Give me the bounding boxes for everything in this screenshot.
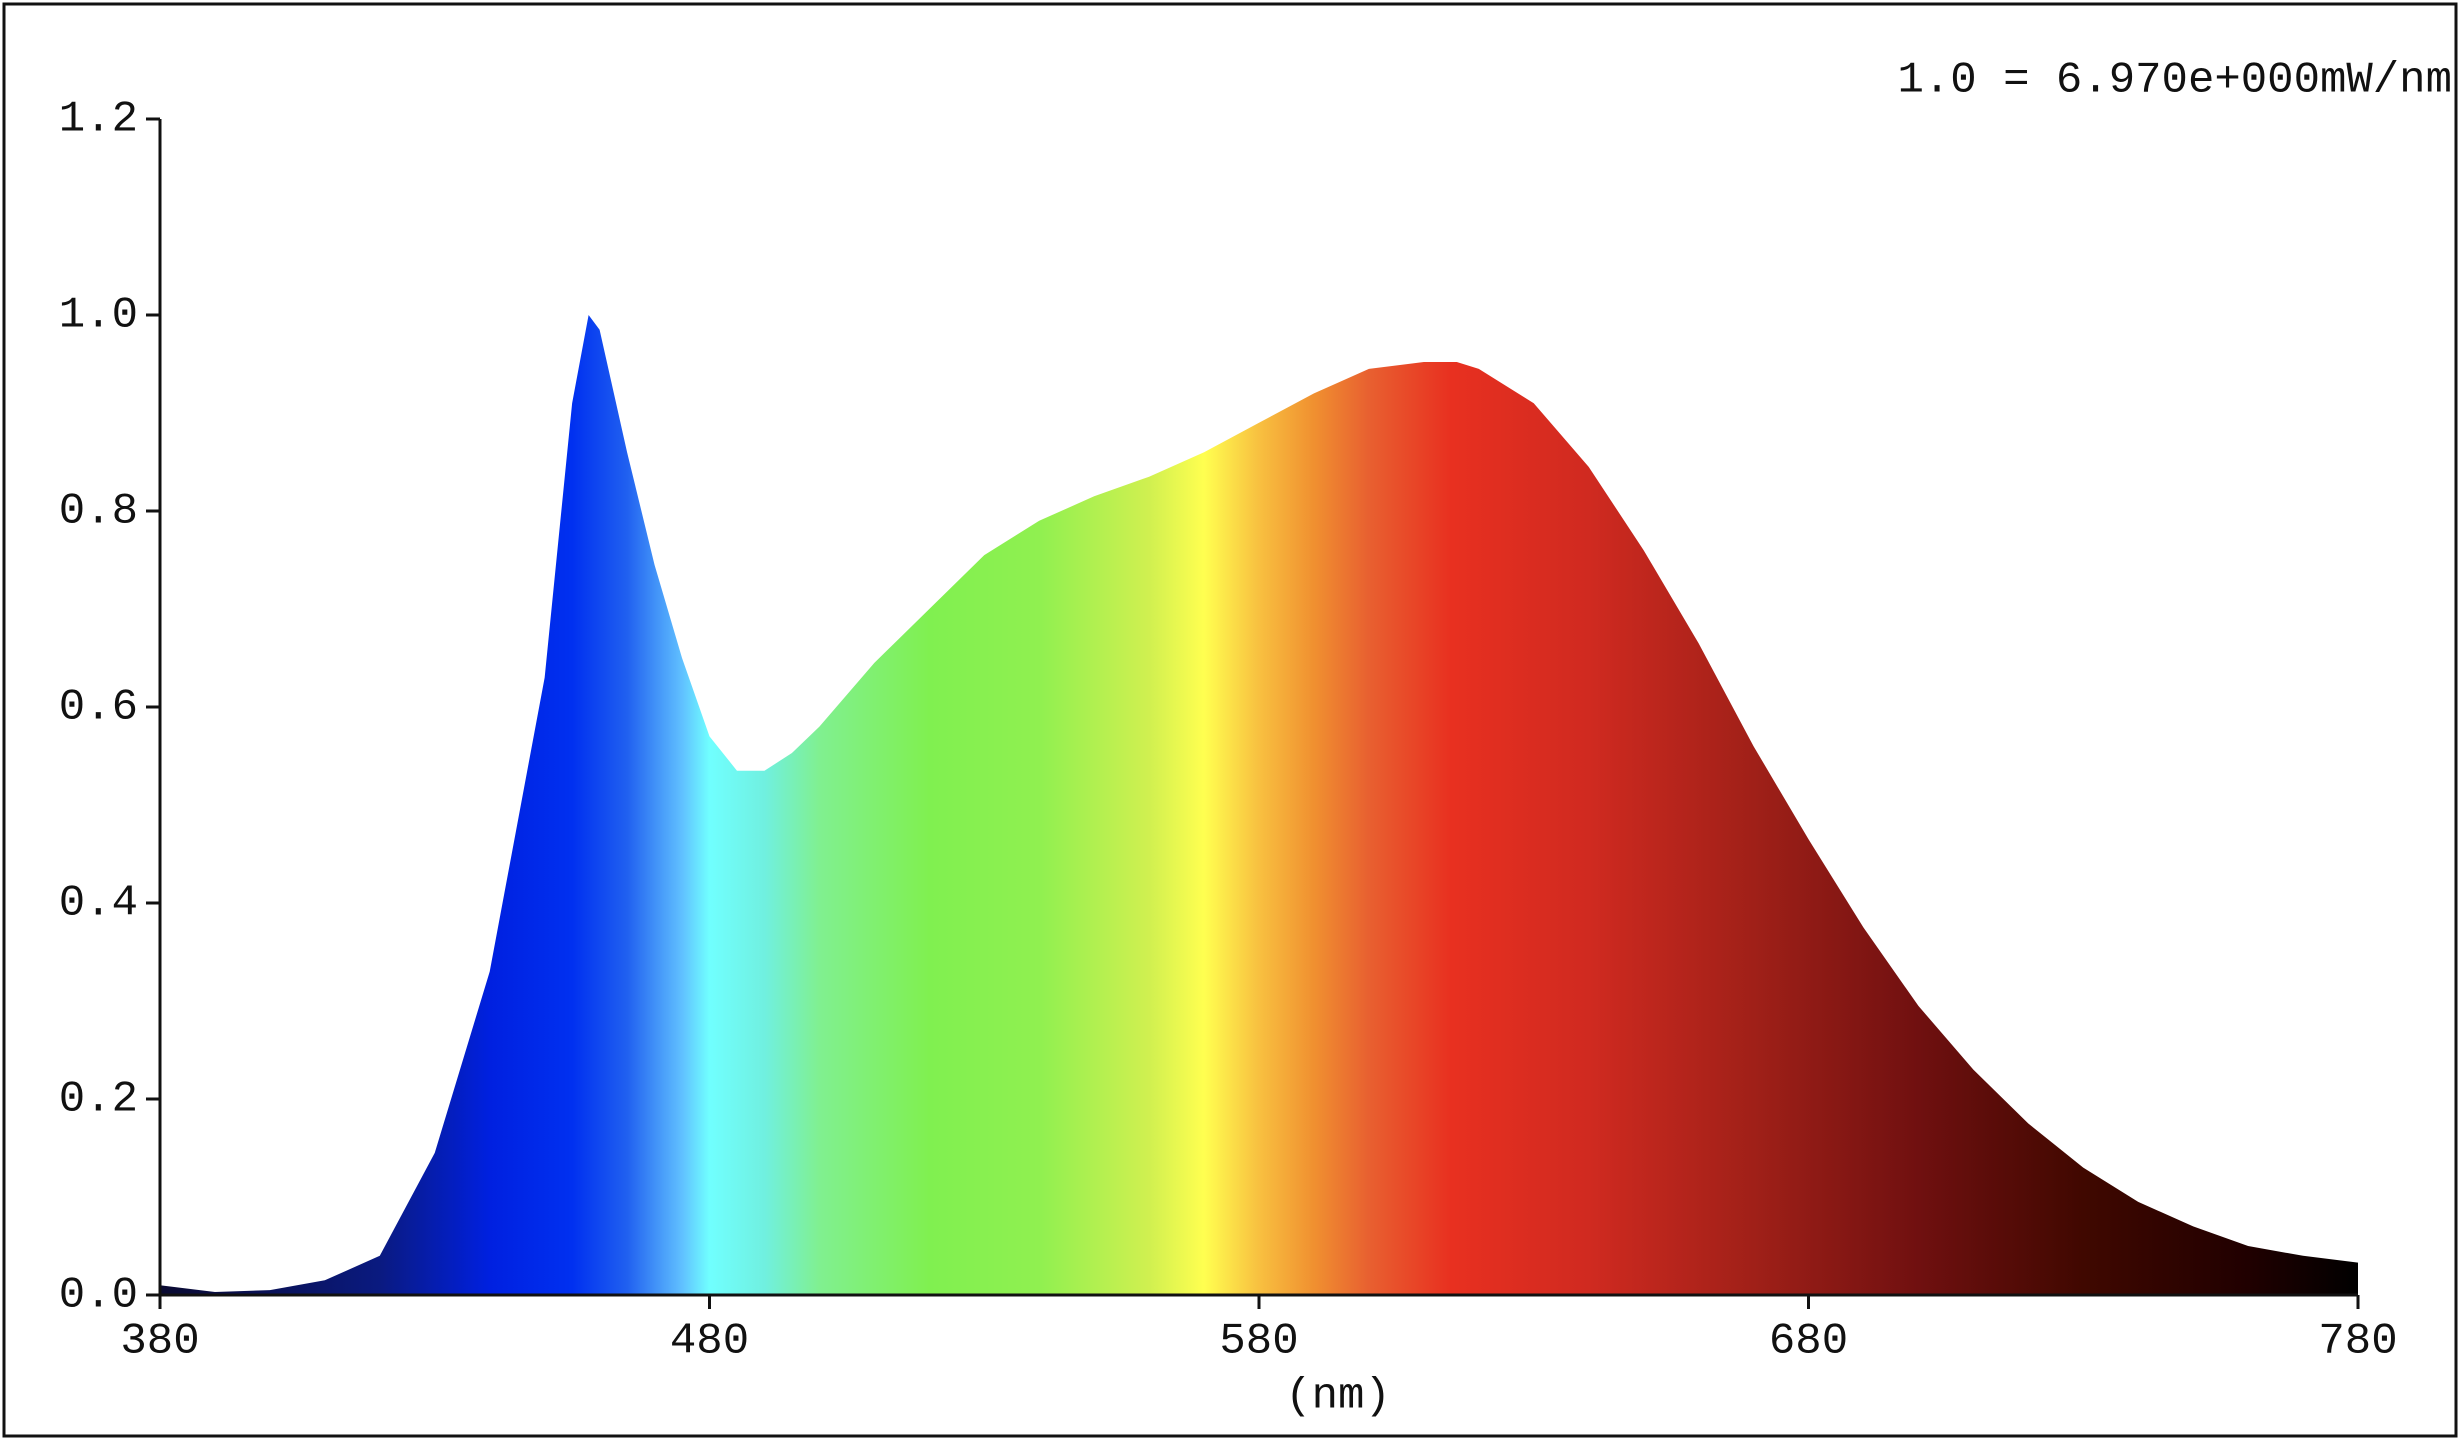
y-tick-label: 1.2 (59, 95, 138, 145)
x-tick-label: 580 (1219, 1317, 1298, 1367)
x-tick-label: 680 (1769, 1317, 1848, 1367)
x-axis-label: (nm) (1285, 1372, 1391, 1422)
x-tick-label: 780 (2318, 1317, 2397, 1367)
y-tick-label: 0.6 (59, 683, 138, 733)
y-tick-label: 0.8 (59, 487, 138, 537)
spectrum-area (160, 315, 2358, 1295)
y-tick-label: 0.0 (59, 1271, 138, 1321)
y-tick-label: 0.4 (59, 879, 138, 929)
x-tick-label: 380 (120, 1317, 199, 1367)
x-tick-label: 480 (670, 1317, 749, 1367)
annotation: 1.0 = 6.970e+000mW/nm (1898, 56, 2453, 106)
y-tick-label: 1.0 (59, 291, 138, 341)
y-tick-label: 0.2 (59, 1075, 138, 1125)
